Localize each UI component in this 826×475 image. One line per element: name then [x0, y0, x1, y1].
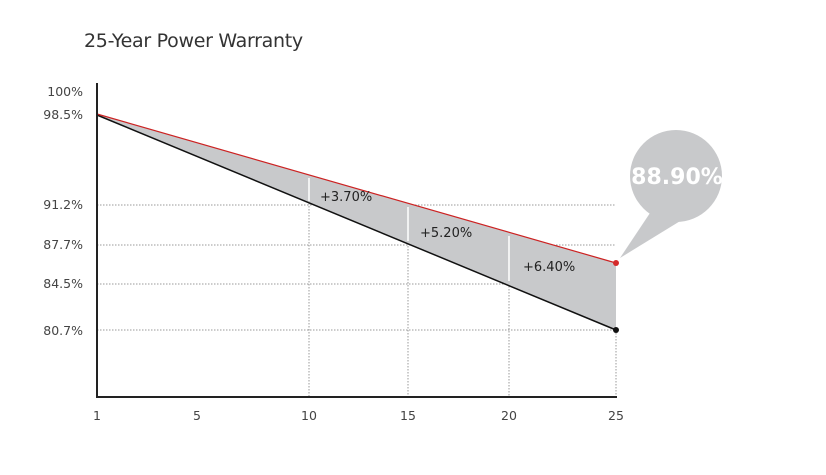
x-label-10: 10 [301, 408, 317, 423]
x-label-5: 5 [193, 408, 201, 423]
y-label-91-2: 91.2% [43, 197, 83, 212]
standard-endpoint [613, 327, 619, 333]
warranty-line [96, 113, 617, 264]
y-label-84-5: 84.5% [43, 276, 83, 291]
callout-bubble: 88.90% [620, 130, 723, 258]
y-label-80-7: 80.7% [43, 323, 83, 338]
gain-label-20: +6.40% [523, 260, 575, 275]
gain-markers [308, 178, 510, 281]
y-label-87-7: 87.7% [43, 237, 83, 252]
standard-line [96, 114, 617, 331]
x-label-25: 25 [608, 408, 624, 423]
y-label-100: 100% [47, 84, 83, 99]
x-label-20: 20 [501, 408, 517, 423]
warranty-endpoint [613, 260, 619, 266]
chart-title: 25-Year Power Warranty [84, 30, 303, 52]
y-label-98-5: 98.5% [43, 107, 83, 122]
x-label-1: 1 [93, 408, 101, 423]
gain-label-10: +3.70% [320, 190, 372, 205]
callout-label: 88.90% [631, 165, 723, 190]
x-label-15: 15 [400, 408, 416, 423]
gain-label-15: +5.20% [420, 226, 472, 241]
